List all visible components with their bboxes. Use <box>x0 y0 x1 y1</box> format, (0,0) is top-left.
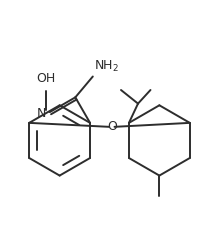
Text: OH: OH <box>36 72 55 85</box>
Text: O: O <box>107 120 117 133</box>
Text: N: N <box>36 107 46 120</box>
Text: NH$_2$: NH$_2$ <box>94 59 119 74</box>
